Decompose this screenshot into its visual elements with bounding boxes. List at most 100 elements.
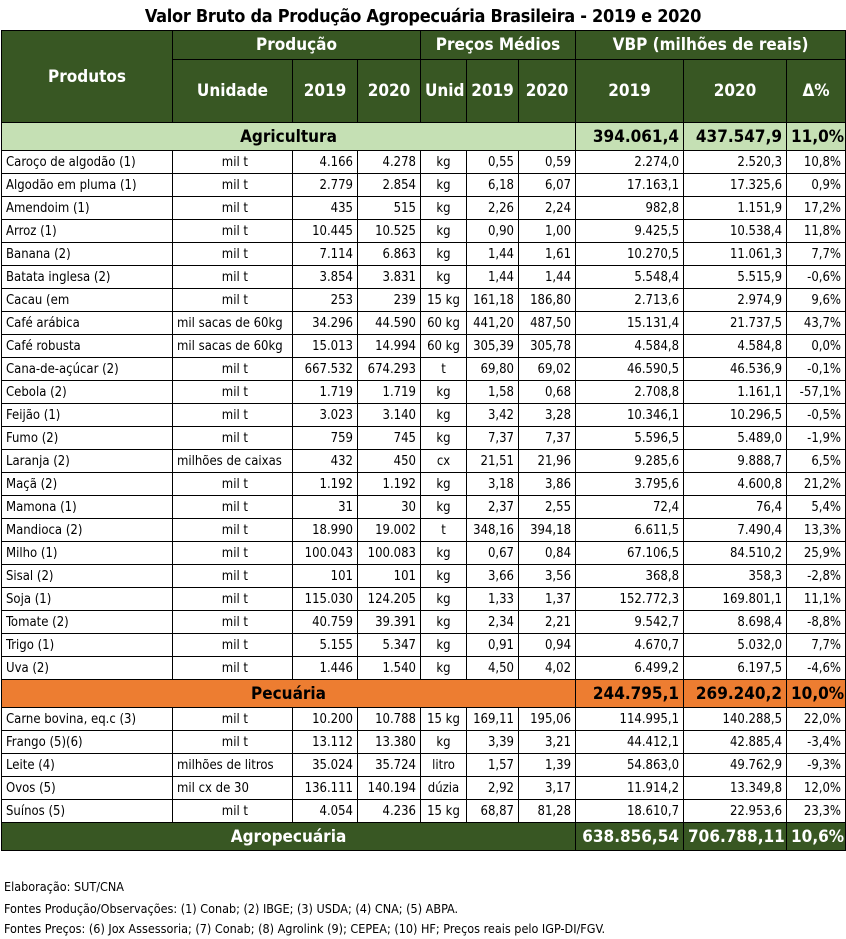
cell-price-2019: 305,39 — [466, 334, 519, 358]
cell-price-2019: 0,90 — [466, 219, 519, 243]
cell-vbp-2020: 4.584,8 — [683, 334, 788, 358]
header-prod-2019: 2019 — [292, 59, 358, 123]
cell-price-unit: 60 kg — [420, 334, 467, 358]
cell-price-unit: kg — [420, 426, 467, 450]
cell-price-unit: 15 kg — [420, 707, 467, 731]
cell-product-name: Feijão (1) — [1, 403, 173, 427]
cell-price-2020: 69,02 — [517, 357, 577, 381]
cell-vbp-2019: 17.163,1 — [575, 173, 685, 197]
cell-price-unit: kg — [420, 150, 467, 174]
cell-prod-2020: 239 — [357, 288, 421, 312]
cell-prod-2019: 115.030 — [292, 587, 358, 611]
cell-product-name: Suínos (5) — [1, 799, 173, 823]
cell-unit: mil t — [172, 633, 293, 657]
cell-vbp-2020: 6.197,5 — [683, 656, 788, 680]
cell-product-name: Mandioca (2) — [1, 518, 173, 542]
table-row: Amendoim (1) mil t 435 515 kg 2,26 2,24 982,8 1.… — [1, 196, 846, 220]
cell-vbp-2020: 1.151,9 — [683, 196, 788, 220]
cell-unit: mil t — [172, 380, 293, 404]
cell-prod-2020: 515 — [357, 196, 421, 220]
header-prod-2020: 2020 — [357, 59, 421, 123]
cell-unit: mil t — [172, 707, 293, 731]
cell-product-name: Carne bovina, eq.c (3) — [1, 707, 173, 731]
cell-product-name: Amendoim (1) — [1, 196, 173, 220]
cell-unit: mil t — [172, 656, 293, 680]
footer-fontes-producao: Fontes Produção/Observações: (1) Conab; … — [4, 901, 459, 916]
cell-prod-2019: 10.445 — [292, 219, 358, 243]
cell-vbp-2020: 46.536,9 — [683, 357, 788, 381]
cell-delta: 7,7% — [786, 633, 846, 657]
cell-vbp-2020: 21.737,5 — [683, 311, 788, 335]
cell-price-2019: 0,67 — [466, 541, 519, 565]
cell-vbp-2019: 67.106,5 — [575, 541, 685, 565]
cell-unit: mil sacas de 60kg — [172, 311, 293, 335]
cell-price-2019: 3,39 — [466, 730, 519, 754]
cell-prod-2020: 6.863 — [357, 242, 421, 266]
cell-price-unit: kg — [420, 380, 467, 404]
cell-price-unit: litro — [420, 753, 467, 777]
cell-prod-2019: 432 — [292, 449, 358, 473]
cell-price-unit: kg — [420, 656, 467, 680]
cell-price-unit: kg — [420, 610, 467, 634]
cell-product-name: Milho (1) — [1, 541, 173, 565]
table-row: Caroço de algodão (1) mil t 4.166 4.278 kg 0,… — [1, 150, 846, 174]
cell-price-2020: 1,44 — [517, 265, 577, 289]
cell-prod-2019: 136.111 — [292, 776, 358, 800]
header-vbp: VBP (milhões de reais) — [575, 30, 846, 60]
table-row: Batata inglesa (2) mil t 3.854 3.831 kg 1,44 1… — [1, 265, 846, 289]
header-preco-2020: 2020 — [517, 59, 577, 123]
table-row: Mamona (1) mil t 31 30 kg 2,37 2,55 72,4 76,4 5,4… — [1, 495, 846, 519]
cell-unit: mil t — [172, 150, 293, 174]
cell-prod-2020: 124.205 — [357, 587, 421, 611]
cell-price-2020: 0,84 — [517, 541, 577, 565]
cell-prod-2019: 101 — [292, 564, 358, 588]
cell-vbp-2020: 358,3 — [683, 564, 788, 588]
table-title: Valor Bruto da Produção Agropecuária Bra… — [144, 6, 702, 27]
cell-price-unit: kg — [420, 730, 467, 754]
header-vbp-2019: 2019 — [575, 59, 685, 123]
cell-unit: mil t — [172, 541, 293, 565]
cell-price-2019: 2,92 — [466, 776, 519, 800]
cell-prod-2019: 34.296 — [292, 311, 358, 335]
cell-prod-2020: 4.278 — [357, 150, 421, 174]
cell-prod-2019: 40.759 — [292, 610, 358, 634]
cell-price-unit: kg — [420, 403, 467, 427]
cell-vbp-2020: 7.490,4 — [683, 518, 788, 542]
header-unidade: Unidade — [172, 59, 293, 123]
cell-price-unit: kg — [420, 265, 467, 289]
cell-price-2020: 2,55 — [517, 495, 577, 519]
cell-prod-2020: 10.525 — [357, 219, 421, 243]
table-row: Trigo (1) mil t 5.155 5.347 kg 0,91 0,94 4.670,… — [1, 633, 846, 657]
cell-prod-2020: 3.831 — [357, 265, 421, 289]
cell-prod-2019: 759 — [292, 426, 358, 450]
cell-price-2020: 487,50 — [517, 311, 577, 335]
cell-prod-2020: 140.194 — [357, 776, 421, 800]
cell-price-unit: kg — [420, 633, 467, 657]
cell-vbp-2019: 10.270,5 — [575, 242, 685, 266]
cell-vbp-2020: 13.349,8 — [683, 776, 788, 800]
cell-unit: mil t — [172, 219, 293, 243]
vbp-table: Produtos Produção Preços Médios VBP (mil… — [0, 30, 846, 851]
cell-price-unit: kg — [420, 173, 467, 197]
cell-delta: 13,3% — [786, 518, 846, 542]
cell-price-unit: cx — [420, 449, 467, 473]
cell-prod-2019: 4.054 — [292, 799, 358, 823]
cell-vbp-2019: 3.795,6 — [575, 472, 685, 496]
cell-delta: 0,9% — [786, 173, 846, 197]
cell-vbp-2019: 4.670,7 — [575, 633, 685, 657]
cell-delta: -0,5% — [786, 403, 846, 427]
cell-price-2020: 1,00 — [517, 219, 577, 243]
cell-price-2019: 2,37 — [466, 495, 519, 519]
cell-delta: 11,1% — [786, 587, 846, 611]
cell-prod-2019: 435 — [292, 196, 358, 220]
cell-unit: mil t — [172, 426, 293, 450]
section-delta: 10,0% — [786, 679, 846, 708]
cell-prod-2019: 1.719 — [292, 380, 358, 404]
table-row: Banana (2) mil t 7.114 6.863 kg 1,44 1,61 10.27… — [1, 242, 846, 266]
cell-price-2020: 81,28 — [517, 799, 577, 823]
cell-price-2020: 0,59 — [517, 150, 577, 174]
cell-vbp-2019: 44.412,1 — [575, 730, 685, 754]
section-vbp-2019: 244.795,1 — [575, 679, 685, 708]
cell-vbp-2020: 8.698,4 — [683, 610, 788, 634]
cell-price-2019: 0,55 — [466, 150, 519, 174]
